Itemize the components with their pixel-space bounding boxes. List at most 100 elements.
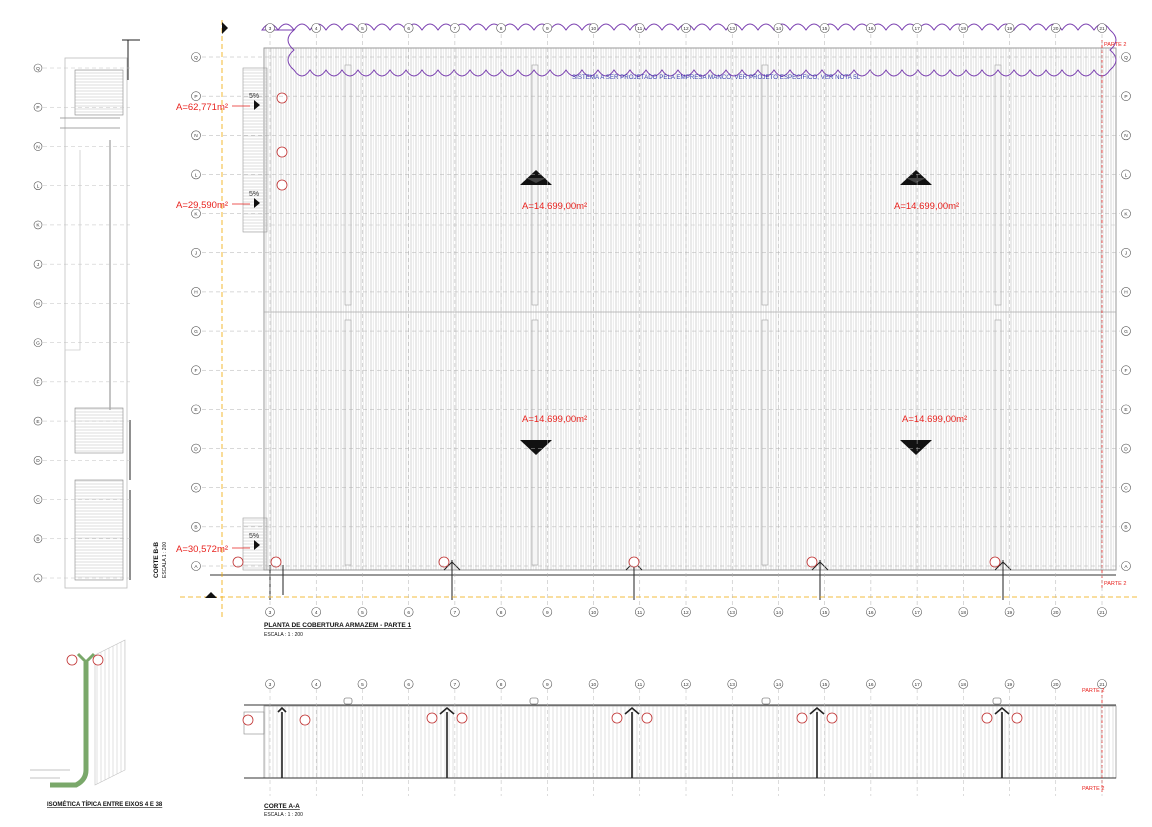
grid-axis-bubble: [33, 495, 43, 504]
grid-axis-bubble: [1121, 482, 1131, 493]
axis-marker-icon: [205, 592, 217, 598]
grid-axis-label: Q: [194, 55, 198, 61]
grid-axis-label: 10: [591, 26, 597, 32]
grid-axis-bubble: [958, 679, 969, 689]
grid-axis-label: D: [194, 446, 198, 452]
grid-axis-bubble: [681, 23, 691, 33]
plan-grid: [202, 34, 1120, 606]
grid-axis-bubble: [191, 561, 201, 571]
grid-axis-label: K: [1124, 211, 1128, 217]
grid-axis-label: C: [1124, 485, 1128, 491]
grid-axis-bubble: [33, 220, 43, 230]
grid-axis-bubble: [191, 169, 201, 180]
section-bb-title: CORTE B-B: [153, 542, 160, 578]
grid-axis-label: 9: [546, 682, 549, 688]
grid-axis-bubble: [1121, 443, 1131, 454]
grid-axis-label: J: [1125, 251, 1128, 257]
grid-axis-bubble: [634, 23, 645, 33]
grid-axis-label: 4: [315, 610, 318, 616]
grid-axis-bubble: [958, 23, 969, 33]
grid-axis-label: 6: [407, 610, 410, 616]
detail-bubbles: [232, 92, 1001, 568]
grid-axis-bubble: [403, 679, 414, 689]
section-aa-parte-top: PARTE 2: [1082, 688, 1104, 694]
grid-axis-bubble: [191, 91, 201, 101]
section-bb-scale: ESCALA 1 : 200: [162, 542, 168, 578]
grid-axis-label: G: [194, 329, 198, 335]
grid-axis-bubble: [912, 23, 922, 33]
grid-axis-label: 7: [454, 26, 457, 32]
grid-axis-label: 10: [591, 610, 597, 616]
grid-axis-bubble: [1097, 23, 1107, 33]
grid-axis-label: K: [194, 211, 198, 217]
grid-axis-label: 8: [500, 610, 503, 616]
area-label: A=14.699,00m²: [522, 414, 587, 425]
grid-axis-bubble: [1121, 130, 1131, 141]
plan-column-axes: 3 3 4 4 5 5 6 6 7 7 8 8 9 9 10 10 11 11 12 12 13 13 14 14 15 15 16…: [265, 23, 1107, 617]
grid-axis-label: 6: [407, 682, 410, 688]
grid-axis-bubble: [357, 607, 368, 617]
grid-axis-bubble: [819, 679, 830, 689]
grid-axis-bubble: [681, 607, 691, 617]
grid-axis-bubble: [727, 23, 738, 33]
grid-axis-bubble: [1121, 247, 1131, 258]
grid-axis-bubble: [496, 23, 506, 33]
isometric-detail: [30, 639, 126, 788]
grid-axis-label: 6: [407, 26, 410, 32]
grid-axis-bubble: [1121, 522, 1131, 532]
plan-row-axes: Q Q P P N N L L K K J J H H G G F F E E D D C C B B A A: [191, 52, 1131, 571]
area-leaders: [232, 105, 250, 549]
grid-axis-label: H: [194, 290, 198, 296]
grid-axis-label: P: [194, 94, 197, 100]
grid-axis-label: J: [37, 262, 40, 268]
grid-axis-label: F: [37, 380, 40, 386]
grid-axis-label: Q: [1124, 55, 1128, 61]
grid-axis-label: 18: [961, 26, 967, 32]
grid-axis-label: D: [1124, 446, 1128, 452]
grid-axis-label: B: [1124, 525, 1127, 531]
grid-axis-label: 9: [546, 610, 549, 616]
grid-axis-label: 14: [776, 26, 782, 32]
grid-axis-label: 11: [637, 682, 642, 688]
section-aa-scale: ESCALA : 1 : 200: [264, 812, 303, 818]
grid-axis-label: 12: [683, 26, 689, 32]
grid-axis-label: 3: [269, 26, 272, 32]
grid-axis-bubble: [681, 679, 691, 689]
grid-axis-bubble: [542, 607, 553, 617]
grid-axis-label: L: [1125, 172, 1128, 178]
grid-axis-label: 18: [961, 610, 967, 616]
grid-axis-bubble: [33, 142, 43, 151]
grid-axis-bubble: [634, 607, 645, 617]
grid-axis-bubble: [450, 679, 460, 689]
grid-axis-label: 14: [776, 682, 782, 688]
grid-axis-bubble: [866, 607, 876, 617]
grid-axis-label: 18: [961, 682, 967, 688]
grid-axis-label: C: [194, 485, 198, 491]
grid-axis-label: Q: [36, 66, 40, 72]
plan-title: PLANTA DE COBERTURA ARMAZEM - PARTE 1: [264, 622, 411, 629]
slope-label: 5%: [249, 93, 259, 100]
grid-axis-bubble: [33, 534, 43, 544]
grid-axis-bubble: [311, 607, 322, 617]
grid-axis-label: N: [1124, 133, 1128, 139]
section-bb: [60, 39, 140, 589]
grid-axis-label: B: [36, 537, 39, 543]
grid-axis-label: L: [195, 172, 198, 178]
slope-labels: 5% 5% 5%: [249, 93, 259, 540]
grid-axis-label: 20: [1053, 26, 1059, 32]
grid-axis-label: D: [36, 458, 40, 464]
grid-axis-label: E: [36, 419, 39, 425]
grid-axis-bubble: [311, 679, 322, 689]
roof-outline: [263, 47, 1117, 571]
area-label: A=14.699,00m²: [522, 201, 587, 212]
grid-axis-bubble: [773, 607, 784, 617]
grid-axis-bubble: [912, 679, 922, 689]
grid-axis-label: 19: [1007, 682, 1013, 688]
grid-axis-bubble: [866, 679, 876, 689]
grid-axis-label: A: [1124, 564, 1128, 570]
grid-axis-bubble: [958, 607, 969, 617]
axis-marker-icon: [222, 22, 228, 34]
grid-axis-bubble: [191, 130, 201, 141]
area-label: A=29,590m²: [176, 200, 228, 211]
